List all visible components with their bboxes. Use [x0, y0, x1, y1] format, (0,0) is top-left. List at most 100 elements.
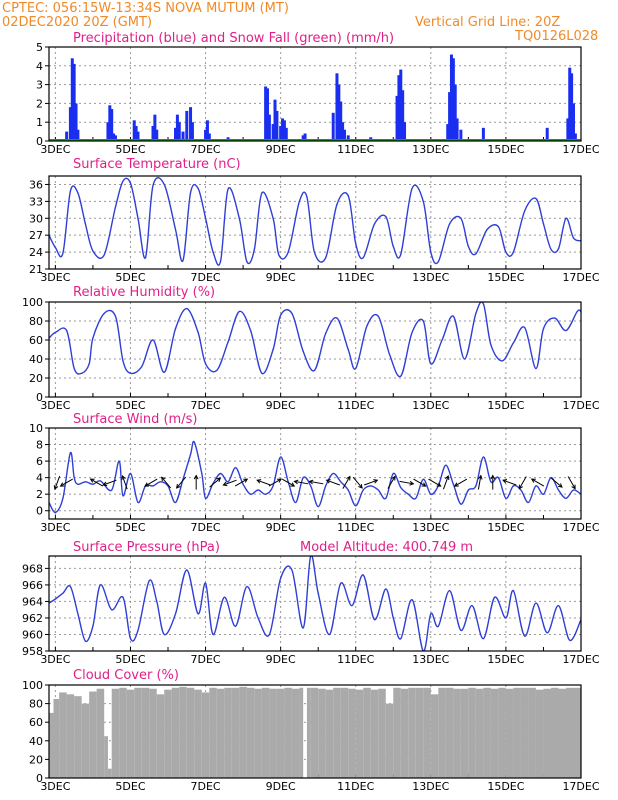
data-point [347, 195, 349, 197]
wind-arrow [550, 477, 563, 488]
data-point [212, 633, 214, 636]
wind-arrow-head [373, 479, 379, 484]
data-point [261, 372, 263, 374]
data-point [362, 574, 364, 576]
data-point [505, 251, 507, 253]
header-grid-note: Vertical Grid Line: 20Z [415, 15, 560, 30]
data-point [572, 489, 575, 491]
data-point [430, 363, 432, 365]
x-tick-label: 11DEC [337, 271, 374, 284]
cloud-bar [550, 687, 559, 778]
data-point [137, 629, 139, 631]
precip-bar [174, 127, 178, 141]
data-point [238, 310, 240, 313]
data-point [448, 590, 451, 592]
wind-arrow [477, 474, 483, 490]
cloud-bar [201, 692, 210, 778]
panel-annotation: Model Altitude: 400.749 m [300, 540, 473, 555]
wind-arrow-head [391, 475, 396, 481]
wind-arrow-shaft [268, 478, 282, 487]
data-point [137, 217, 139, 219]
y-tick-label: 0 [36, 505, 43, 518]
precip-bar [155, 129, 159, 141]
data-point [347, 348, 349, 351]
data-point [129, 182, 132, 184]
x-tick-label: 17DEC [562, 143, 599, 156]
x-tick-label: 15DEC [487, 143, 524, 156]
x-tick-label: 7DEC [191, 143, 221, 156]
data-point [452, 315, 454, 317]
wind-arrow-head [102, 481, 108, 487]
x-tick-label: 7DEC [191, 780, 221, 793]
cloud-bar [261, 687, 270, 778]
panel-4: Surface Pressure (hPa) Model Altitude: 40… [22, 540, 600, 666]
wind-arrow [281, 478, 296, 487]
data-point [234, 467, 237, 469]
data-point [388, 353, 391, 355]
data-point [524, 635, 526, 637]
data-point [302, 477, 304, 479]
wind-arrow-head [358, 483, 363, 489]
y-tick-label: 20 [29, 372, 43, 385]
data-point [565, 329, 567, 332]
data-point [302, 627, 304, 629]
plot-area [49, 54, 581, 141]
cloud-bar [423, 687, 431, 778]
wind-arrow [121, 475, 128, 490]
data-point [430, 613, 432, 615]
y-tick-label: 20 [29, 753, 43, 766]
data-point [137, 501, 139, 504]
x-tick-label: 3DEC [40, 780, 70, 793]
data-point [520, 489, 522, 491]
y-tick-label: 958 [22, 645, 43, 658]
y-tick-label: 60 [29, 716, 43, 729]
precip-bar [177, 122, 181, 141]
cloud-bar [119, 687, 127, 778]
data-point [174, 228, 177, 231]
wind-arrow-head [59, 482, 65, 487]
wind-arrow-head [530, 478, 536, 483]
data-point [84, 481, 87, 483]
data-point [313, 369, 316, 371]
wind-arrow [209, 477, 222, 488]
cloud-bar [393, 687, 401, 778]
precip-bar [331, 112, 335, 141]
data-point [250, 329, 252, 332]
cloud-bar [104, 736, 108, 778]
data-point [524, 327, 526, 329]
x-tick-label: 17DEC [562, 653, 599, 666]
data-point [445, 464, 447, 466]
data-point [385, 497, 387, 499]
wind-arrow-shaft [90, 478, 103, 487]
wind-arrow [399, 480, 415, 486]
wind-arrow-head [144, 482, 150, 487]
wind-arrow-head [121, 475, 126, 481]
precip-bar [571, 103, 575, 141]
header-model: TQ0126L028 [514, 29, 598, 44]
wind-arrow-shaft [502, 479, 517, 486]
data-point [54, 511, 56, 513]
wind-arrow-head [277, 478, 282, 483]
cloud-bar [179, 686, 187, 778]
cloud-bar [194, 689, 202, 778]
data-point [69, 190, 72, 192]
wind-arrow-shaft [176, 476, 187, 489]
data-point [163, 633, 165, 636]
x-tick-label: 11DEC [337, 521, 374, 534]
precip-bar [346, 135, 350, 141]
data-point [565, 217, 567, 219]
data-point [69, 452, 72, 454]
data-point [475, 485, 477, 487]
cloud-bar [276, 688, 285, 778]
cloud-bar [74, 696, 82, 778]
data-point [392, 245, 394, 248]
cloud-bar [66, 694, 75, 778]
precip-bar [481, 127, 485, 141]
data-point [272, 485, 274, 487]
wind-arrow-head [346, 475, 351, 481]
precip-bar [136, 131, 140, 141]
data-point [62, 592, 64, 594]
data-point [542, 223, 545, 225]
cloud-bar [96, 688, 105, 778]
cloud-bar [430, 694, 439, 778]
